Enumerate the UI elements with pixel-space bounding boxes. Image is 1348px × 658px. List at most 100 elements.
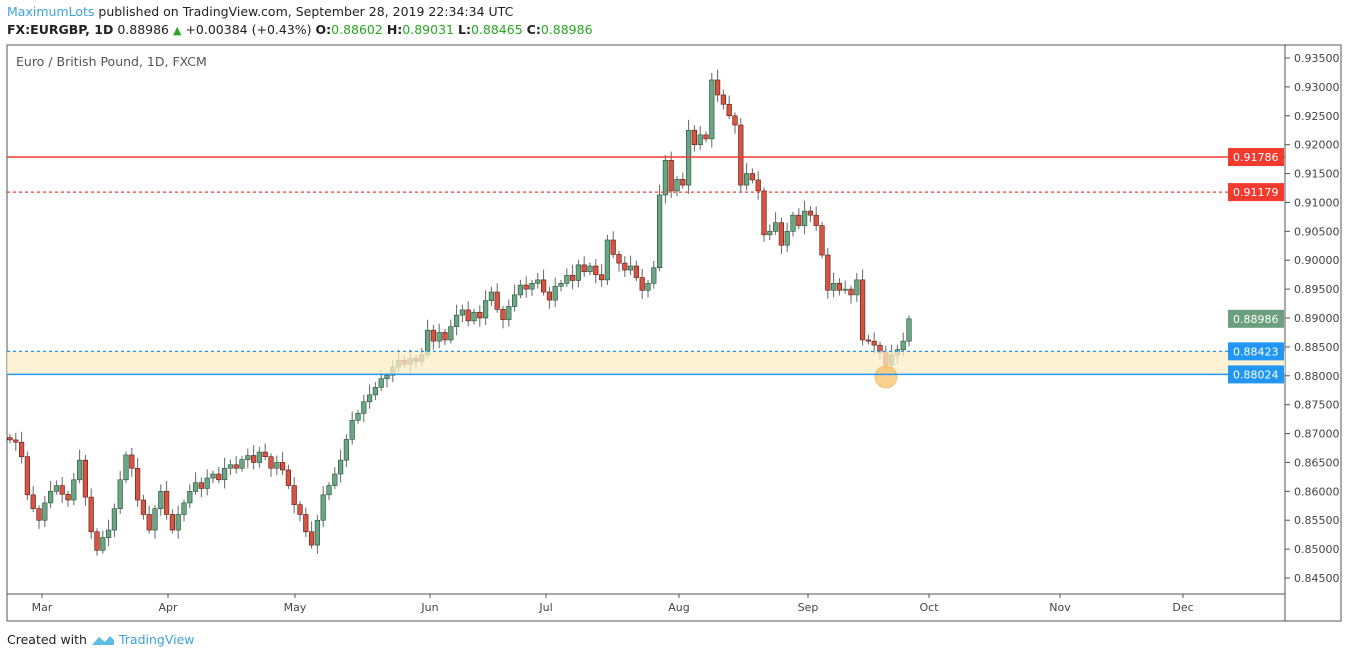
candle-body (82, 459, 88, 498)
candle-body (378, 378, 384, 388)
price-tick-label: 0.90500 (1294, 225, 1340, 238)
author-link[interactable]: MaximumLots (7, 4, 95, 19)
candle-body (448, 326, 454, 341)
candle-body (819, 225, 825, 256)
candle (564, 268, 570, 287)
candle-body (500, 309, 506, 321)
candle-body (691, 129, 697, 145)
candle (30, 486, 36, 513)
price-tick-label: 0.87500 (1294, 399, 1340, 412)
publish-text: published on TradingView.com, September … (98, 4, 514, 19)
candle-body (100, 537, 106, 551)
candle-body (326, 485, 332, 496)
candle-body (65, 493, 71, 501)
price-tick-label: 0.88000 (1294, 370, 1340, 383)
candle-body (552, 285, 558, 301)
candle-body (523, 284, 529, 290)
price-chart[interactable]: Euro / British Pound, 1D, FXCM 0.935000.… (0, 0, 1348, 630)
candle (569, 264, 576, 290)
candle-body (285, 469, 292, 486)
candle (540, 269, 547, 296)
tradingview-link[interactable]: TradingView (118, 632, 195, 647)
candle-body (42, 502, 48, 521)
candle (36, 505, 42, 529)
price-tick-label: 0.86000 (1294, 485, 1340, 498)
candle (320, 486, 326, 528)
candle-body (308, 531, 315, 546)
candle-body (639, 277, 645, 291)
candle (279, 452, 286, 476)
candle (297, 501, 303, 522)
candle (268, 453, 274, 477)
candle-body (622, 262, 628, 271)
candle (140, 494, 147, 520)
candle-body (262, 451, 268, 457)
candle-body (593, 265, 599, 275)
candle-body (18, 441, 25, 457)
candle-body (906, 318, 912, 342)
price-tick-label: 0.89000 (1294, 312, 1340, 325)
candle (175, 505, 181, 539)
candle-body (187, 491, 193, 504)
time-tick-label: Jul (538, 601, 552, 614)
candle (123, 451, 129, 484)
candle (500, 305, 506, 329)
candle (453, 304, 460, 336)
candle (53, 480, 59, 495)
candle-body (430, 329, 437, 342)
candle (796, 208, 802, 230)
candle-body (13, 439, 19, 443)
candle-body (53, 485, 59, 492)
candle-body (529, 283, 535, 290)
candle-body (871, 340, 877, 346)
candle (442, 328, 448, 346)
candle (517, 279, 523, 299)
candle-body (366, 394, 373, 403)
price-tick-label: 0.92000 (1294, 139, 1340, 152)
candle (825, 248, 831, 299)
candle (639, 268, 645, 299)
time-tick-label: Mar (32, 601, 53, 614)
candle-body (656, 194, 663, 269)
chart-frame (6, 44, 1342, 622)
time-tick-label: Sep (798, 601, 819, 614)
last-price-price-label (1228, 309, 1284, 328)
close-label: C: (526, 22, 541, 37)
candle (355, 409, 361, 424)
candle (662, 155, 668, 204)
candle (71, 472, 77, 506)
candle-body (343, 439, 350, 461)
time-axis[interactable]: Mar Apr May Jun Jul Aug Sep Oct Nov Dec (32, 594, 1194, 614)
candle (575, 259, 581, 288)
candle-body (279, 462, 286, 471)
candle (459, 304, 466, 323)
candle (430, 324, 437, 350)
candle (801, 200, 808, 235)
time-tick-label: Aug (668, 601, 689, 614)
candle-body (859, 279, 866, 341)
candle (332, 467, 338, 490)
candle (326, 482, 332, 501)
candle (755, 171, 761, 200)
candle-body (604, 239, 610, 281)
candle (732, 112, 738, 134)
candle (18, 431, 25, 464)
candle-body (210, 473, 216, 479)
price-axis[interactable]: 0.93500 0.93000 0.92500 0.92000 0.91500 0.910… (1285, 52, 1340, 585)
price-tick-label: 0.93500 (1294, 52, 1340, 65)
low-value: 0.88465 (470, 22, 523, 37)
high-label: H: (386, 22, 403, 37)
candle-body (488, 291, 495, 301)
candle-body (848, 288, 854, 296)
candle-body (314, 519, 321, 546)
level-price-labels: 0.91786 0.91179 0.88986 0.88423 0.88024 (1228, 148, 1284, 384)
candle-body (181, 502, 187, 515)
candle (581, 256, 587, 277)
candle (819, 222, 825, 259)
candle-body (517, 284, 523, 296)
candle (854, 272, 860, 302)
candle (651, 260, 657, 289)
up-triangle-icon: ▲ (173, 24, 182, 37)
candle-body (227, 464, 234, 469)
candle-body (198, 482, 205, 489)
